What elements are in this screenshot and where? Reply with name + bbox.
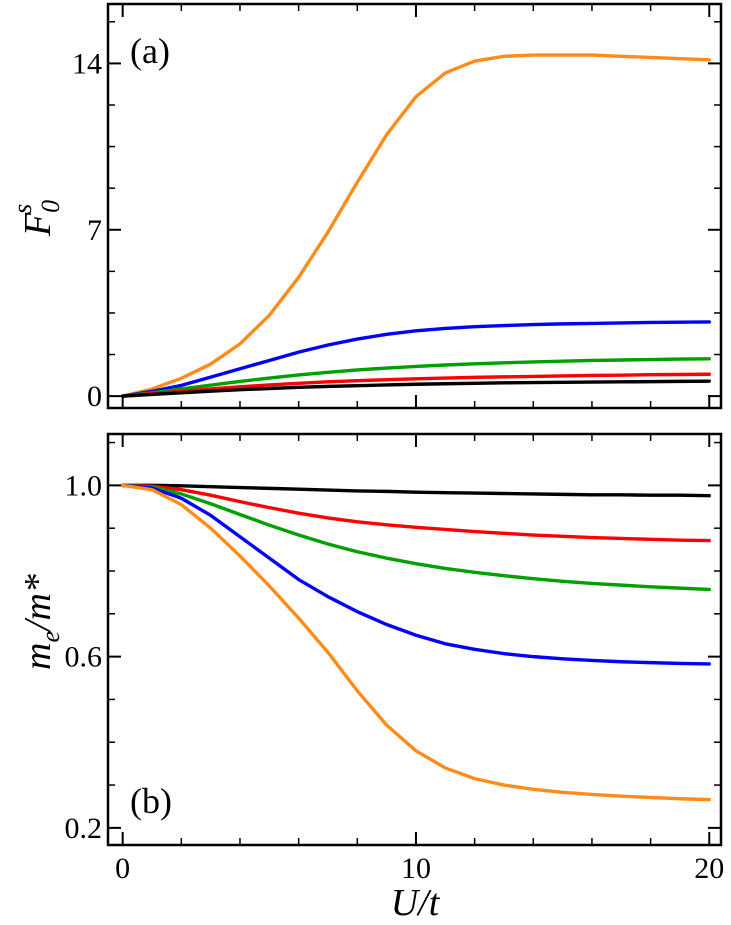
x-axis-title: U/t (391, 882, 441, 924)
panel-b-y-axis-title: me/m* (17, 574, 65, 670)
panel-b-label: (b) (130, 781, 172, 821)
panel-a-y-axis-title-sub: 0 (36, 200, 65, 213)
panel-a-y-tick-label: 7 (87, 214, 102, 247)
panel-b-x-tick-label: 10 (401, 852, 431, 885)
panel-b-series-line-4 (120, 483, 711, 802)
panel-a-series-line-3 (120, 372, 711, 398)
panel-a-y-axis-title: F0s (8, 200, 65, 237)
panel-a-series-line-0 (120, 53, 711, 398)
panel-b-series-line-0 (120, 483, 711, 498)
panel-a-frame (106, 2, 723, 410)
panel-b-series-line-1 (120, 483, 711, 543)
panel-a-ticks: 0 7 14 (72, 4, 721, 413)
panel-a-y-tick-label: 14 (72, 47, 102, 80)
panel-b-ticks: 0 10 20 0.2 0.6 1.0 (65, 434, 724, 885)
panel-b-x-tick-label: 0 (115, 852, 130, 885)
panel-b-y-axis-title-main: m (17, 643, 59, 670)
panel-b-series (120, 483, 711, 802)
panel-a-series-line-1 (120, 320, 711, 398)
panel-b-x-tick-label: 20 (694, 852, 724, 885)
panel-b-y-tick-label: 0.2 (65, 812, 103, 845)
panel-a-series-line-2 (120, 357, 711, 398)
panel-a-label: (a) (130, 31, 170, 71)
panel-b-y-tick-label: 0.6 (65, 641, 103, 674)
panel-a-series-line-4 (120, 379, 711, 398)
panel-b-y-axis-title-rest: /m* (17, 574, 59, 633)
panel-b-y-tick-label: 1.0 (65, 469, 103, 502)
panel-b-y-axis-title-sub: e (36, 631, 65, 643)
panel-b-frame (106, 432, 723, 847)
panel-b-series-line-2 (120, 483, 711, 592)
panel-b-series-line-3 (120, 483, 711, 666)
panel-a-y-tick-label: 0 (87, 380, 102, 413)
panel-a-y-axis-title-main: F (17, 212, 59, 237)
panel-a-series (120, 53, 711, 398)
panel-b: 0 10 20 0.2 0.6 1.0 (b) me/m* U/t (17, 432, 724, 924)
panel-a-y-axis-title-sup: s (8, 204, 37, 214)
